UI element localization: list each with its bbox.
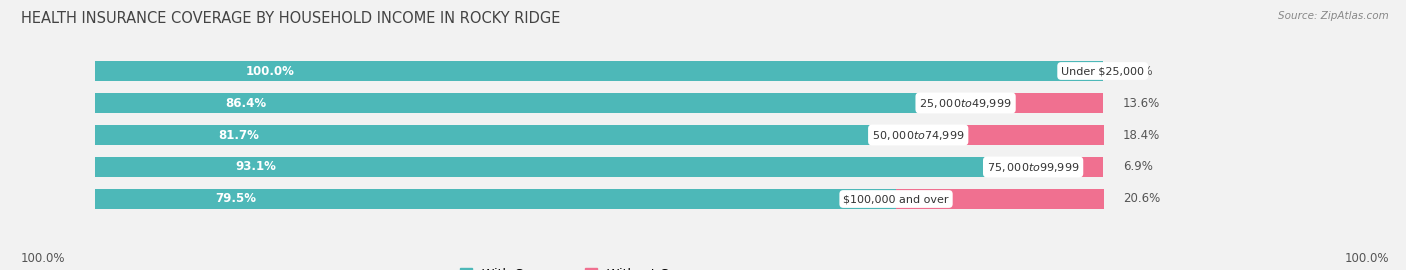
Bar [94,125,918,145]
Text: 100.0%: 100.0% [246,65,295,77]
Text: HEALTH INSURANCE COVERAGE BY HOUSEHOLD INCOME IN ROCKY RIDGE: HEALTH INSURANCE COVERAGE BY HOUSEHOLD I… [21,11,561,26]
Text: $50,000 to $74,999: $50,000 to $74,999 [872,129,965,141]
Bar [94,157,1102,177]
Bar [94,93,1102,113]
Text: 100.0%: 100.0% [1344,252,1389,265]
Text: $100,000 and over: $100,000 and over [844,194,949,204]
Text: 93.1%: 93.1% [235,160,277,174]
Text: 13.6%: 13.6% [1123,96,1160,110]
Text: 100.0%: 100.0% [21,252,66,265]
Bar [1033,157,1102,177]
Bar [94,61,1102,81]
Text: 20.6%: 20.6% [1123,193,1160,205]
Text: $75,000 to $99,999: $75,000 to $99,999 [987,160,1080,174]
Text: 6.9%: 6.9% [1123,160,1153,174]
Bar [94,189,1102,209]
Legend: With Coverage, Without Coverage: With Coverage, Without Coverage [460,268,720,270]
Text: Source: ZipAtlas.com: Source: ZipAtlas.com [1278,11,1389,21]
Bar [94,157,1033,177]
Bar [94,93,966,113]
Text: 18.4%: 18.4% [1123,129,1160,141]
Text: 86.4%: 86.4% [225,96,267,110]
Text: Under $25,000: Under $25,000 [1062,66,1144,76]
Bar [94,189,896,209]
Text: 0.0%: 0.0% [1123,65,1153,77]
Bar [94,125,1102,145]
Text: $25,000 to $49,999: $25,000 to $49,999 [920,96,1012,110]
Bar [896,189,1104,209]
Bar [94,61,1102,81]
Text: 79.5%: 79.5% [215,193,256,205]
Bar [918,125,1104,145]
Bar [966,93,1102,113]
Text: 81.7%: 81.7% [218,129,259,141]
